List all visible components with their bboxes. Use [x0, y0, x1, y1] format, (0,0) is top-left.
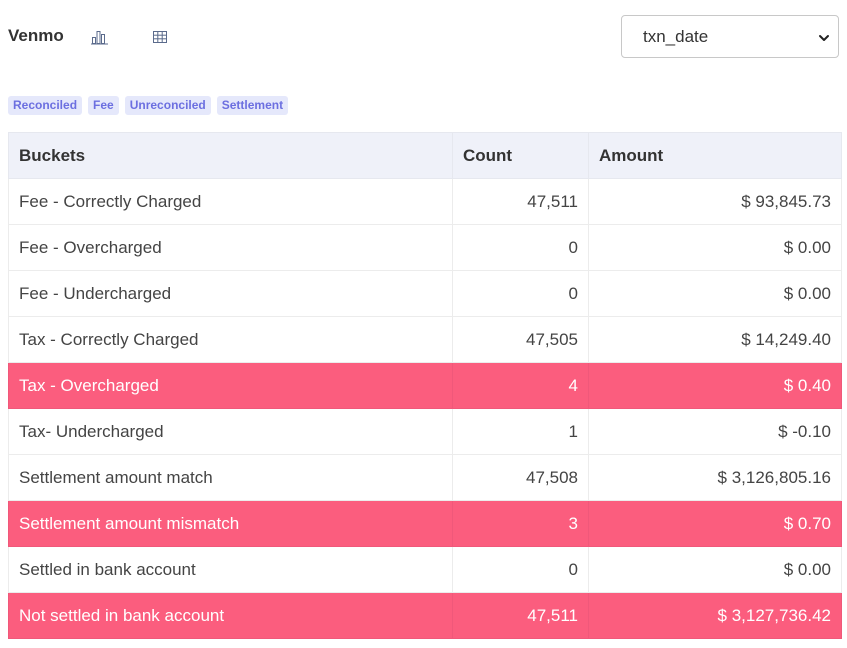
table-row: Fee - Undercharged 0 $ 0.00	[8, 270, 842, 317]
tag-fee[interactable]: Fee	[88, 96, 119, 115]
buckets-table: Buckets Count Amount Fee - Correctly Cha…	[8, 132, 842, 639]
column-header-amount[interactable]: Amount	[588, 132, 842, 179]
count-cell: 1	[452, 408, 589, 455]
table-row: Fee - Correctly Charged 47,511 $ 93,845.73	[8, 178, 842, 225]
bucket-cell: Fee - Undercharged	[8, 270, 453, 317]
amount-cell: $ 93,845.73	[588, 178, 842, 225]
count-cell: 0	[452, 224, 589, 271]
count-cell: 3	[452, 500, 589, 547]
count-cell: 47,505	[452, 316, 589, 363]
table-row: Tax - Overcharged 4 $ 0.40	[8, 362, 842, 409]
amount-cell: $ 3,126,805.16	[588, 454, 842, 501]
table-body: Fee - Correctly Charged 47,511 $ 93,845.73…	[8, 178, 842, 639]
bucket-cell: Settled in bank account	[8, 546, 453, 593]
bucket-cell: Tax - Correctly Charged	[8, 316, 453, 363]
date-field-select[interactable]: txn_date	[621, 15, 839, 58]
tag-unreconciled[interactable]: Unreconciled	[124, 96, 211, 115]
header-bar: Venmo txn_date	[0, 0, 847, 75]
amount-cell: $ -0.10	[588, 408, 842, 455]
bucket-cell: Not settled in bank account	[8, 592, 453, 639]
tag-reconciled[interactable]: Reconciled	[8, 96, 83, 115]
table-row: Tax- Undercharged 1 $ -0.10	[8, 408, 842, 455]
bucket-cell: Settlement amount mismatch	[8, 500, 453, 547]
table-row: Settlement amount match 47,508 $ 3,126,805…	[8, 454, 842, 501]
count-cell: 47,508	[452, 454, 589, 501]
bucket-cell: Fee - Correctly Charged	[8, 178, 453, 225]
table-row: Settlement amount mismatch 3 $ 0.70	[8, 500, 842, 547]
amount-cell: $ 14,249.40	[588, 316, 842, 363]
count-cell: 0	[452, 546, 589, 593]
select-value: txn_date	[643, 27, 709, 46]
count-cell: 47,511	[452, 178, 589, 225]
bucket-cell: Tax - Overcharged	[8, 362, 453, 409]
bucket-cell: Fee - Overcharged	[8, 224, 453, 271]
amount-cell: $ 0.00	[588, 224, 842, 271]
table-row: Fee - Overcharged 0 $ 0.00	[8, 224, 842, 271]
tag-list: Reconciled Fee Unreconciled Settlement	[8, 96, 289, 115]
count-cell: 4	[452, 362, 589, 409]
amount-cell: $ 3,127,736.42	[588, 592, 842, 639]
column-header-buckets[interactable]: Buckets	[8, 132, 453, 179]
bucket-cell: Settlement amount match	[8, 454, 453, 501]
table-row: Not settled in bank account 47,511 $ 3,127…	[8, 592, 842, 639]
table-grid-icon[interactable]	[149, 26, 171, 48]
amount-cell: $ 0.70	[588, 500, 842, 547]
count-cell: 0	[452, 270, 589, 317]
table-row: Settled in bank account 0 $ 0.00	[8, 546, 842, 593]
count-cell: 47,511	[452, 592, 589, 639]
tag-settlement[interactable]: Settlement	[216, 96, 289, 115]
column-header-count[interactable]: Count	[452, 132, 589, 179]
bucket-cell: Tax- Undercharged	[8, 408, 453, 455]
amount-cell: $ 0.40	[588, 362, 842, 409]
amount-cell: $ 0.00	[588, 270, 842, 317]
amount-cell: $ 0.00	[588, 546, 842, 593]
page-title: Venmo	[8, 26, 64, 45]
table-header-row: Buckets Count Amount	[8, 132, 842, 179]
bar-chart-icon[interactable]	[89, 26, 111, 48]
table-row: Tax - Correctly Charged 47,505 $ 14,249.40	[8, 316, 842, 363]
chevron-down-icon	[818, 31, 830, 49]
